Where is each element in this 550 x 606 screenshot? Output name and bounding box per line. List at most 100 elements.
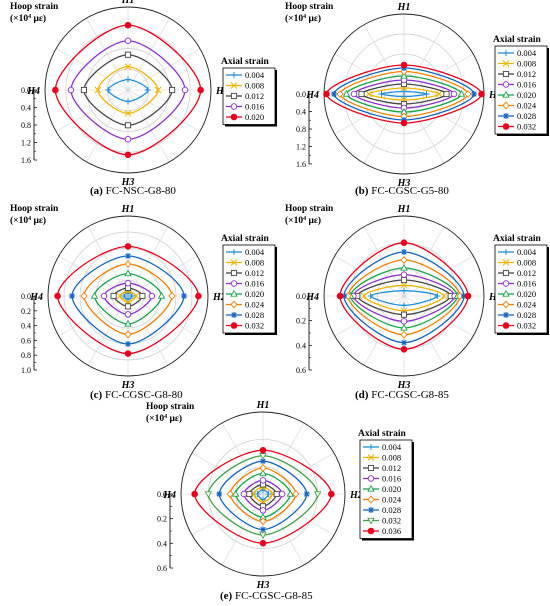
caption-d: (d) FC-CGSC-G8-85 [355, 389, 449, 401]
legend-label-0.016: 0.016 [245, 102, 264, 112]
data-point-0.016 [124, 311, 132, 318]
data-point-0.032 [400, 239, 408, 246]
data-point-0.016 [124, 279, 132, 287]
grid-spoke [363, 226, 405, 297]
data-point-0.020 [286, 489, 295, 497]
legend-marker [230, 289, 238, 297]
label-h3: H3 [397, 380, 411, 391]
grid-spoke [127, 295, 169, 366]
data-point-0.004 [129, 293, 135, 299]
data-point-0.008 [365, 90, 373, 98]
legend-label-0.028: 0.028 [517, 310, 536, 320]
legend-marker [502, 259, 510, 266]
data-point-0.024 [344, 292, 352, 300]
radial-tick-label: 1.0 [21, 366, 31, 375]
outer-circle [323, 215, 485, 377]
legend-title: Axial strain [493, 35, 541, 45]
legend-marker [230, 280, 238, 287]
grid-spoke [86, 17, 129, 91]
label-h2: H2 [349, 490, 363, 501]
legend-label-0.004: 0.004 [382, 442, 402, 452]
data-point-0.008 [124, 63, 132, 71]
legend-label-0.012: 0.012 [517, 268, 536, 278]
legend-label-0.032: 0.032 [517, 122, 536, 132]
data-point-0.016 [259, 477, 267, 484]
data-point-0.024 [168, 292, 176, 300]
grid-spoke [221, 493, 264, 566]
grid-spoke [127, 48, 201, 91]
label-h4: H4 [162, 490, 176, 501]
grid-spoke [363, 93, 405, 164]
radial-tick-label: 0.8 [21, 351, 31, 360]
data-point-0.016 [400, 271, 408, 278]
data-point-0.028 [125, 253, 131, 259]
data-point-0.024 [400, 330, 408, 339]
data-point-0.012 [169, 86, 176, 94]
polar-chart-4: H1 H2 H3 H4 Hoop strain(×104 με) 0.0 0.2 0.4 0.6… [146, 400, 414, 591]
legend-marker [367, 464, 375, 472]
data-point-0.032 [54, 292, 61, 300]
data-point-0.028 [341, 293, 347, 299]
radial-tick-label: 0.2 [296, 317, 306, 326]
legend-marker [502, 81, 510, 88]
legend-label-0.008: 0.008 [245, 258, 264, 268]
grid-spoke [403, 255, 474, 297]
y-axis-title: Hoop strain [285, 2, 334, 12]
data-point-0.020 [400, 263, 408, 271]
data-point-0.004 [378, 91, 385, 97]
data-point-0.024 [336, 90, 344, 98]
data-point-0.020 [90, 291, 99, 299]
legend-label-0.004: 0.004 [245, 70, 265, 80]
outer-circle [47, 215, 209, 377]
legend-title: Axial strain [221, 57, 269, 67]
legend-label-0.020: 0.020 [517, 289, 536, 299]
data-point-0.012 [273, 490, 280, 498]
data-point-0.004 [401, 302, 407, 309]
data-point-0.032 [336, 292, 344, 300]
data-point-0.008 [116, 292, 124, 300]
data-point-0.036 [259, 539, 267, 547]
outer-circle [44, 6, 212, 174]
data-point-0.020 [124, 319, 132, 327]
data-point-0.004 [434, 293, 441, 299]
grid-spoke [86, 89, 129, 163]
label-h1: H1 [397, 204, 411, 215]
grid-spoke [127, 295, 198, 337]
legend-label-0.008: 0.008 [517, 258, 536, 268]
data-point-0.016 [67, 86, 75, 94]
legend-marker [367, 454, 375, 461]
grid-spoke [58, 295, 129, 337]
data-point-0.012 [358, 90, 365, 98]
data-point-0.020 [157, 291, 166, 299]
legend-label-0.024: 0.024 [245, 300, 265, 310]
legend-label-0.016: 0.016 [517, 279, 536, 289]
legend-marker [502, 101, 510, 110]
legend-title: Axial strain [221, 234, 269, 244]
data-point-0.028 [303, 491, 310, 497]
data-point-0.012 [124, 51, 132, 58]
data-point-0.016 [350, 90, 358, 98]
legend-marker [231, 72, 237, 78]
legend-marker [230, 113, 238, 121]
grid-spoke [403, 295, 474, 337]
data-point-0.028 [461, 293, 467, 299]
legend-marker [368, 507, 374, 513]
data-point-0.028 [331, 91, 337, 97]
legend-label-0.028: 0.028 [382, 505, 401, 515]
data-point-0.016 [181, 86, 189, 94]
data-point-0.024 [456, 292, 464, 300]
legend-marker [230, 322, 238, 329]
grid-spoke [262, 493, 305, 566]
data-point-0.004 [265, 491, 272, 497]
data-point-0.036 [259, 446, 267, 454]
data-point-0.028 [69, 293, 75, 299]
data-point-0.024 [400, 256, 408, 264]
data-point-0.016 [400, 318, 408, 325]
grid-spoke [403, 295, 445, 366]
grid-spoke [403, 226, 445, 297]
legend-label-0.020: 0.020 [245, 289, 264, 299]
data-point-0.032 [124, 243, 132, 250]
legend-label-0.020: 0.020 [382, 484, 401, 494]
